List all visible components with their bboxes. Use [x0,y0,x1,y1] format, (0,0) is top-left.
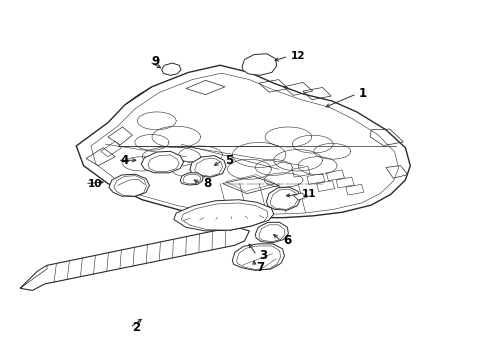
Text: 3: 3 [259,249,267,262]
Polygon shape [242,54,276,75]
Polygon shape [180,173,203,185]
Text: 10: 10 [87,179,102,189]
Text: 6: 6 [283,234,291,247]
Polygon shape [266,187,300,210]
Text: 4: 4 [120,154,128,167]
Text: 11: 11 [302,189,316,199]
Polygon shape [141,151,183,173]
Text: 5: 5 [224,154,233,167]
Polygon shape [232,244,284,270]
Text: 9: 9 [152,55,160,68]
Text: 1: 1 [358,87,366,100]
Polygon shape [20,265,47,288]
Polygon shape [255,222,288,243]
Text: 2: 2 [132,321,140,334]
Polygon shape [109,174,149,197]
Polygon shape [161,63,181,75]
Polygon shape [189,156,225,177]
Text: 8: 8 [203,177,211,190]
Text: 7: 7 [256,261,264,274]
Polygon shape [76,65,409,218]
Text: 12: 12 [290,51,305,61]
Polygon shape [20,226,249,291]
Polygon shape [293,193,306,200]
Polygon shape [173,200,273,231]
